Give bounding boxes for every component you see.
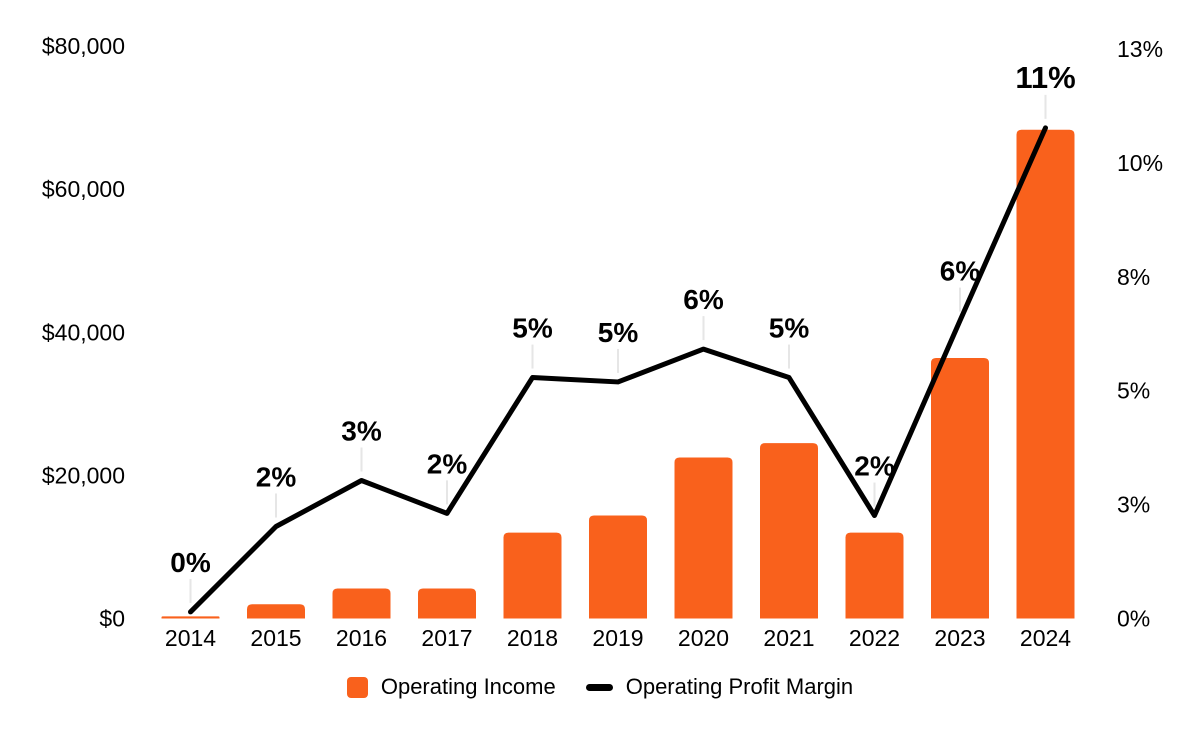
data-label-2021: 5% [769,313,810,344]
bar-2018 [503,532,562,619]
chart-legend: Operating Income Operating Profit Margin [0,674,1200,700]
left-axis-tick-label: $80,000 [42,33,125,59]
left-axis-tick-label: $40,000 [42,319,125,345]
bar-2024 [1016,129,1075,619]
data-label-2019: 5% [598,317,639,348]
right-axis-tick-label: 13% [1117,36,1163,62]
x-axis-label-2023: 2023 [934,625,985,651]
x-axis-label-2018: 2018 [507,625,558,651]
bar-2016 [332,588,391,619]
x-axis-label-2019: 2019 [592,625,643,651]
right-axis-tick-label: 10% [1117,150,1163,176]
left-axis-tick-label: $0 [99,606,125,632]
left-axis-tick-label: $60,000 [42,176,125,202]
x-axis-label-2014: 2014 [165,625,216,651]
data-label-2022: 2% [854,451,895,482]
right-axis-tick-label: 3% [1117,492,1150,518]
x-axis-label-2015: 2015 [250,625,301,651]
x-axis-label-2021: 2021 [763,625,814,651]
legend-item-operating-income[interactable]: Operating Income [346,674,556,700]
right-axis-tick-label: 8% [1117,264,1150,290]
bar-2021 [760,443,818,619]
data-label-2023: 6% [940,256,981,287]
line-swatch-icon [585,683,613,691]
bar-2022 [845,532,904,619]
data-label-2017: 2% [427,448,468,479]
legend-label-operating-income: Operating Income [380,674,556,699]
bar-2019 [589,515,647,619]
data-label-2016: 3% [341,416,382,447]
legend-item-operating-profit-margin[interactable]: Operating Profit Margin [585,674,854,700]
bar-2020 [674,457,733,619]
x-axis-label-2022: 2022 [849,625,900,651]
left-axis-tick-label: $20,000 [42,462,125,488]
operating-profit-margin-line [188,125,1048,615]
x-axis-label-2024: 2024 [1020,625,1071,651]
bar-swatch-icon [346,676,368,698]
right-axis-tick-label: 0% [1117,606,1150,632]
x-axis-label-2016: 2016 [336,625,387,651]
data-label-2014: 0% [170,547,211,578]
bar-2015 [247,604,305,619]
data-label-2018: 5% [512,313,553,344]
data-label-2024: 11% [1015,60,1075,95]
x-axis-label-2017: 2017 [421,625,472,651]
bar-2023 [931,358,989,619]
x-axis-label-2020: 2020 [678,625,729,651]
bar-2017 [418,588,476,619]
data-label-2020: 6% [683,284,724,315]
bar-2014 [161,616,220,619]
legend-label-operating-profit-margin: Operating Profit Margin [625,674,854,699]
right-axis-tick-label: 5% [1117,378,1150,404]
data-label-2015: 2% [256,462,297,493]
